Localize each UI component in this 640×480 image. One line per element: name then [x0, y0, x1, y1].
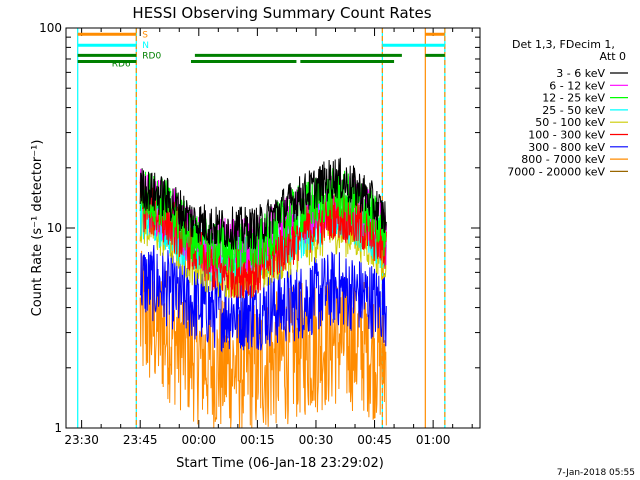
series-line — [139, 244, 387, 353]
flag-label: N — [142, 41, 149, 51]
legend-label: 3 - 6 keV — [556, 67, 605, 80]
x-tick-label: 00:30 — [299, 433, 334, 447]
chart-title: HESSI Observing Summary Count Rates — [132, 4, 431, 22]
x-tick-label: 23:30 — [64, 433, 99, 447]
legend-label: 7000 - 20000 keV — [507, 165, 605, 178]
x-tick-label: 01:00 — [416, 433, 451, 447]
series-line — [139, 250, 387, 429]
y-tick-label: 100 — [39, 21, 62, 35]
legend-label: 12 - 25 keV — [542, 92, 605, 105]
x-tick-label: 00:45 — [357, 433, 392, 447]
legend-label: 100 - 300 keV — [528, 129, 605, 142]
plot-frame — [65, 27, 481, 429]
flag-label: RD6 — [112, 59, 131, 69]
legend-label: 300 - 800 keV — [528, 141, 605, 154]
legend-label: 25 - 50 keV — [542, 104, 605, 117]
legend-title: Att 0 — [600, 50, 626, 63]
x-tick-label: 23:45 — [123, 433, 158, 447]
legend-label: 50 - 100 keV — [535, 116, 605, 129]
legend-label: 6 - 12 keV — [549, 79, 605, 92]
y-tick-label: 10 — [47, 221, 62, 235]
x-axis-label: Start Time (06-Jan-18 23:29:02) — [176, 456, 384, 471]
plot-area — [66, 27, 480, 429]
legend-label: 800 - 7000 keV — [521, 153, 605, 166]
flag-label: RD0 — [142, 51, 161, 61]
series-line — [139, 157, 387, 250]
flag-label: S — [142, 30, 148, 40]
x-tick-label: 00:15 — [240, 433, 275, 447]
legend-title: Det 1,3, FDecim 1, — [512, 38, 615, 51]
y-axis-label: Count Rate (s⁻¹ detector⁻¹) — [30, 140, 45, 317]
y-tick-label: 1 — [54, 421, 62, 435]
x-tick-label: 00:00 — [181, 433, 216, 447]
footer-date: 7-Jan-2018 05:55 — [557, 468, 635, 478]
